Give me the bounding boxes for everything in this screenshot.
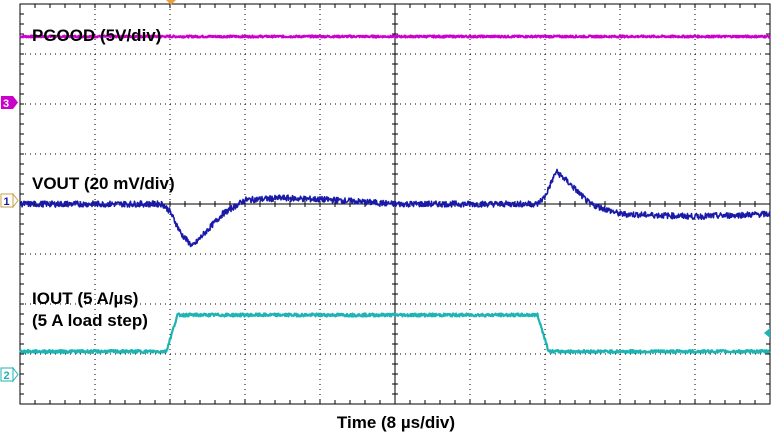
traces — [19, 34, 772, 355]
channel-1-number: 1 — [4, 196, 10, 208]
iout-trace — [19, 312, 771, 355]
channel-1-marker[interactable]: 1 — [0, 192, 19, 209]
iout-sublabel: (5 A load step) — [32, 311, 148, 330]
x-axis-label: Time (8 µs/div) — [337, 413, 455, 432]
channel-2-marker[interactable]: 2 — [0, 366, 19, 383]
vout-trace — [19, 168, 771, 248]
iout-label: IOUT (5 A/µs) — [32, 289, 138, 308]
channel-3-number: 3 — [3, 98, 9, 110]
vout-label: VOUT (20 mV/div) — [32, 174, 175, 193]
pgood-label: PGOOD (5V/div) — [32, 26, 161, 45]
trigger-position-marker[interactable] — [166, 0, 176, 5]
pgood-trace — [19, 34, 772, 39]
trigger-level-marker[interactable] — [764, 328, 770, 338]
channel-3-marker[interactable]: 3 — [1, 96, 18, 110]
channel-2-number: 2 — [4, 370, 10, 382]
